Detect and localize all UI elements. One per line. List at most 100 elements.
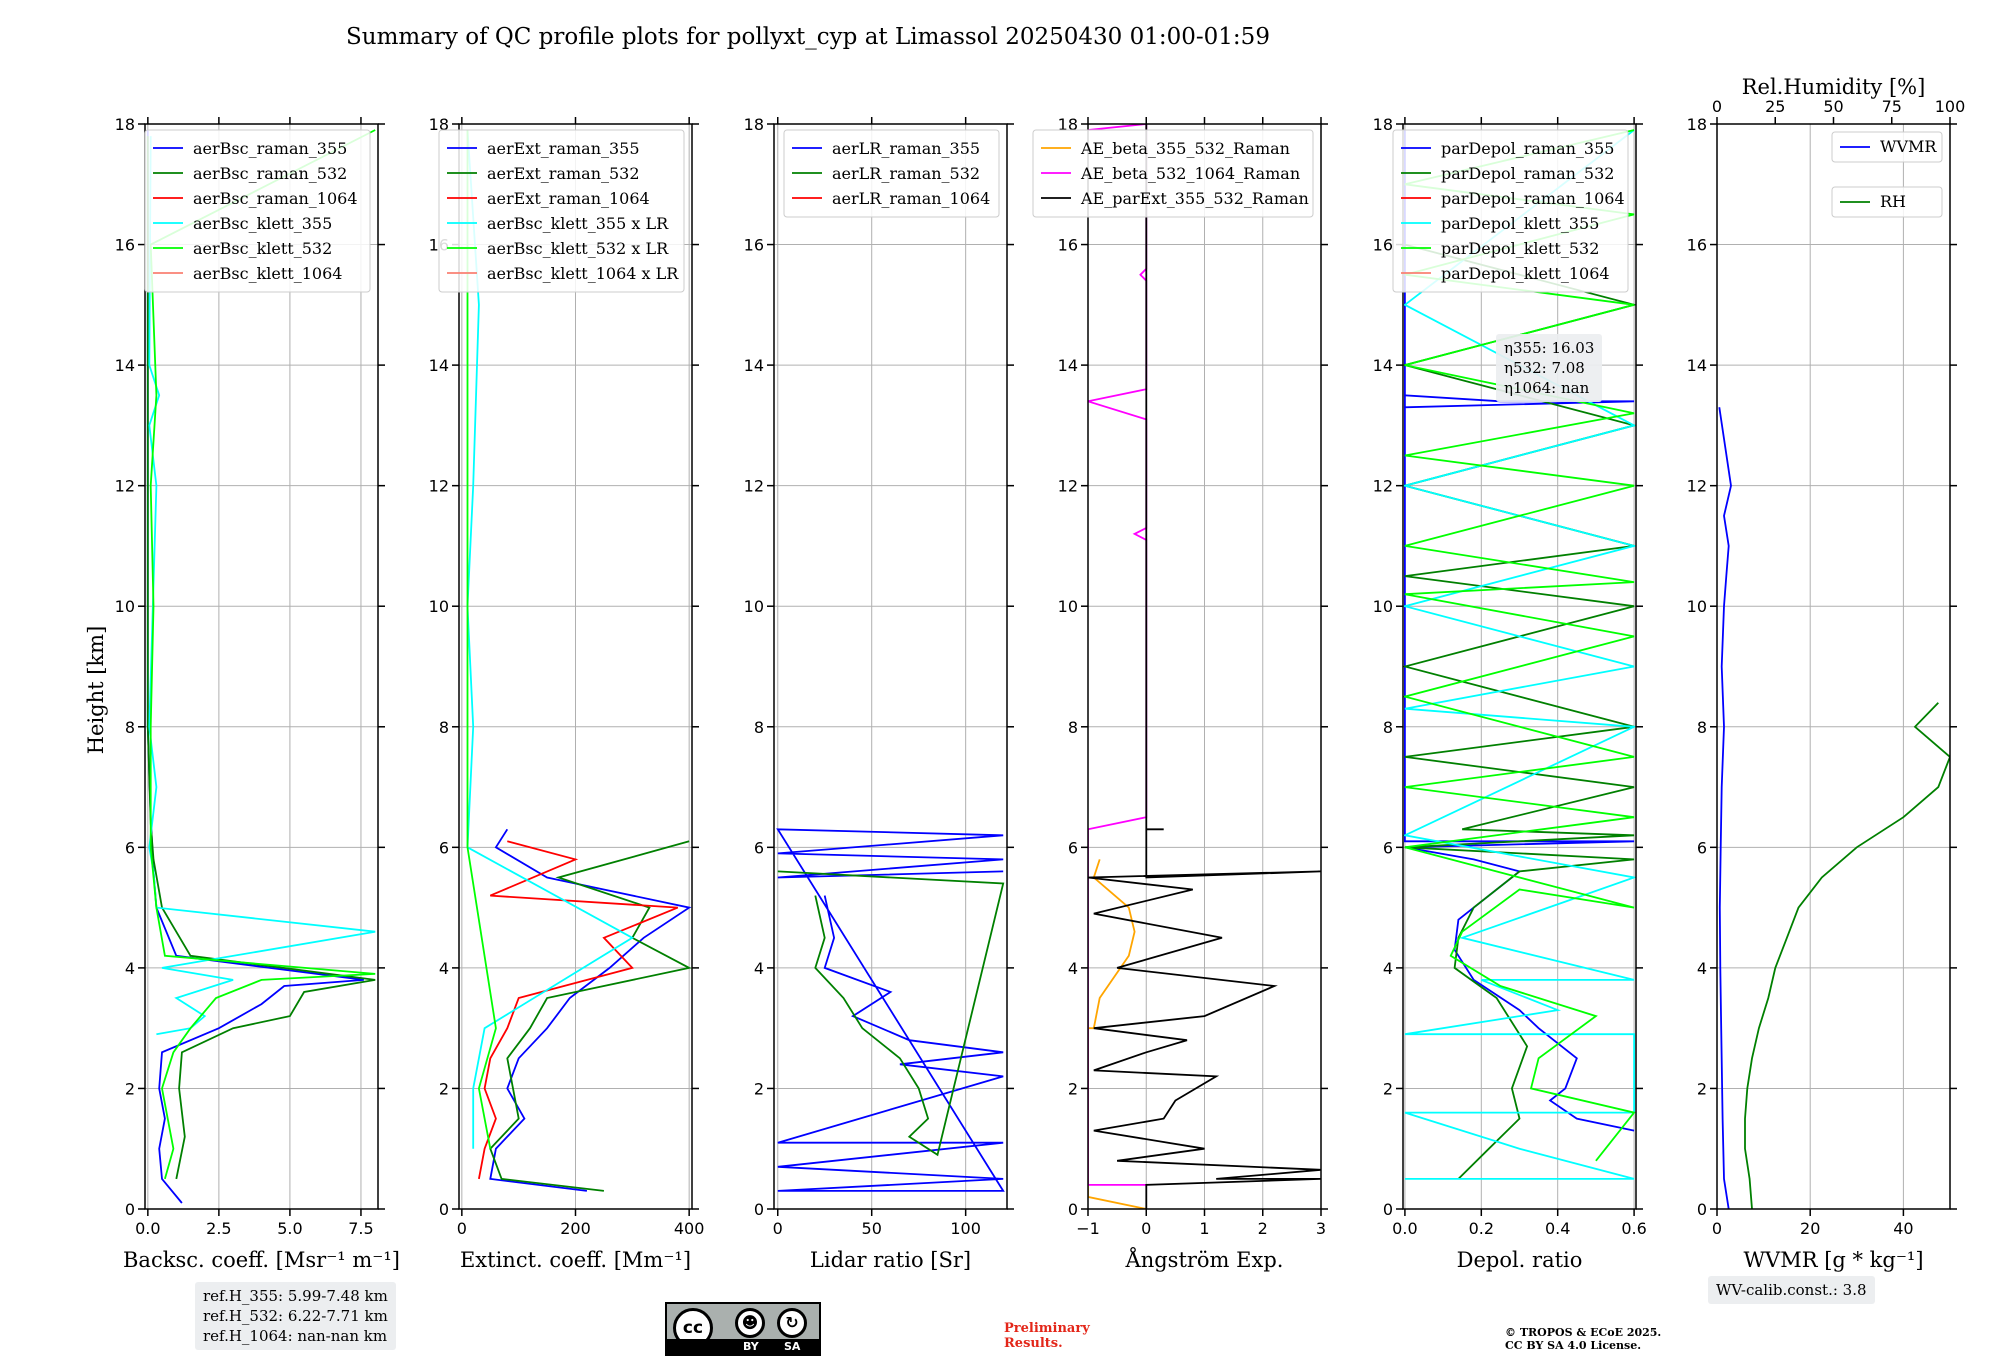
y-tick-label: 10 [1373, 597, 1393, 616]
x-tick-label: 3 [1316, 1219, 1326, 1238]
y-tick-label: 12 [429, 477, 449, 496]
top-x-axis-label: Rel.Humidity [%] [1742, 75, 1926, 99]
series-group [146, 129, 376, 1204]
y-tick-label: 10 [115, 597, 135, 616]
eta-532: η532: 7.08 [1504, 359, 1585, 377]
y-tick-label: 0 [125, 1200, 135, 1219]
legend-box [783, 129, 1000, 218]
x-tick-label: 2 [1258, 1219, 1268, 1238]
y-tick-label: 4 [439, 959, 449, 978]
y-tick-label: 18 [1058, 115, 1078, 134]
panel-3: 0 2 4 6 8 10 12 14 16 18 0 50 100 Lidar ratio [Sr] aer… [744, 115, 1014, 1272]
y-tick-label: 10 [744, 597, 764, 616]
legend-label: aerBsc_klett_1064 x LR [487, 264, 679, 283]
axes-frame [458, 123, 693, 1210]
x-tick-label: 2.5 [206, 1219, 231, 1238]
legend-box [1831, 186, 1943, 218]
y-tick-label: 8 [754, 718, 764, 737]
axes-frame [1716, 123, 1951, 1210]
x-tick-label: 5.0 [277, 1219, 302, 1238]
legend-label: WVMR [1880, 137, 1937, 156]
legend-label: AE_beta_355_532_Raman [1080, 139, 1290, 158]
y-tick-label: 6 [1697, 838, 1707, 857]
share-alike-icon: ↻ [777, 1308, 807, 1338]
axes-frame [1402, 123, 1637, 1210]
y-tick-label: 4 [125, 959, 135, 978]
cc-by-label: BY [743, 1340, 759, 1353]
legend-label: aerBsc_raman_532 [193, 164, 347, 183]
legend-box [438, 129, 685, 293]
wv-calib-text: WV-calib.const.: 3.8 [1716, 1281, 1867, 1299]
y-tick-label: 6 [754, 838, 764, 857]
x-axis-label: Depol. ratio [1457, 1248, 1583, 1272]
y-tick-label: 14 [115, 356, 135, 375]
y-tick-label: 18 [1373, 115, 1393, 134]
y-tick-label: 12 [115, 477, 135, 496]
y-tick-label: 12 [744, 477, 764, 496]
legend-label: aerBsc_klett_532 [193, 239, 332, 258]
series-line-AE_parExt_355_532_Raman [1088, 124, 1321, 1209]
legend-label: aerLR_raman_355 [832, 139, 980, 158]
series-line-aerExt_raman_1064 [478, 840, 679, 1180]
legend-label: aerExt_raman_532 [487, 164, 640, 183]
series-group [1403, 129, 1636, 1180]
series-line-aerLR_raman_532 [777, 870, 1005, 1157]
y-tick-label: 8 [439, 718, 449, 737]
eta-355: η355: 16.03 [1504, 339, 1595, 357]
y-axis-label: Height [km] [84, 626, 108, 755]
x-tick-label: 0.6 [1621, 1219, 1646, 1238]
copyright-line-2: CC BY SA 4.0 License. [1505, 1339, 1642, 1352]
axes-frame [144, 123, 379, 1210]
cc-sa-label: SA [784, 1340, 801, 1353]
x-tick-label: 0 [457, 1219, 467, 1238]
x-tick-label: 20 [1800, 1219, 1820, 1238]
legend-label: AE_beta_532_1064_Raman [1080, 164, 1300, 183]
top-x-tick-label: 0 [1712, 97, 1722, 116]
ref-height-532: ref.H_532: 6.22-7.71 km [203, 1307, 388, 1325]
reference-heights-box: ref.H_355: 5.99-7.48 km ref.H_532: 6.22-… [195, 1282, 396, 1350]
series-group [1088, 124, 1321, 1209]
y-tick-label: 6 [1383, 838, 1393, 857]
y-tick-label: 14 [1373, 356, 1393, 375]
legend-label: parDepol_klett_355 [1441, 214, 1599, 233]
y-tick-label: 14 [744, 356, 764, 375]
y-tick-label: 10 [1058, 597, 1078, 616]
x-tick-label: 0.0 [1392, 1219, 1417, 1238]
top-x-tick-label: 100 [1935, 97, 1966, 116]
x-tick-label: −1 [1076, 1219, 1100, 1238]
legend-label: aerExt_raman_355 [487, 139, 640, 158]
y-tick-label: 18 [115, 115, 135, 134]
legend-label: aerExt_raman_1064 [487, 189, 650, 208]
x-axis-label: Lidar ratio [Sr] [810, 1248, 971, 1272]
y-tick-label: 0 [754, 1200, 764, 1219]
attribution-icon: ☻ [735, 1308, 765, 1338]
y-tick-label: 16 [744, 236, 764, 255]
legend-label: parDepol_raman_1064 [1441, 189, 1625, 208]
y-tick-label: 4 [1068, 959, 1078, 978]
ref-height-1064: ref.H_1064: nan-nan km [203, 1327, 388, 1345]
y-tick-label: 2 [125, 1079, 135, 1098]
y-tick-label: 12 [1058, 477, 1078, 496]
panel-1: 0 2 4 6 8 10 12 14 16 18 0.0 2.5 5.0 7.5 Backsc. coeff… [115, 115, 400, 1272]
legend-box [144, 129, 371, 293]
top-x-tick-label: 50 [1823, 97, 1843, 116]
x-tick-label: 7.5 [348, 1219, 373, 1238]
y-tick-label: 10 [1687, 597, 1707, 616]
y-tick-label: 0 [1383, 1200, 1393, 1219]
x-tick-label: 400 [674, 1219, 705, 1238]
panel-6: 0 2 4 6 8 10 12 14 16 18 0 20 40 0 25 50 75 100 Rel.Humidi… [1687, 75, 1966, 1272]
y-tick-label: 12 [1373, 477, 1393, 496]
y-tick-label: 16 [1373, 236, 1393, 255]
x-tick-label: 0.2 [1469, 1219, 1494, 1238]
axes-frame [773, 123, 1008, 1210]
legend-box [1392, 129, 1629, 293]
top-x-tick-label: 75 [1882, 97, 1902, 116]
preliminary-line-1: Preliminary [1004, 1321, 1090, 1336]
series-line-aerBsc_raman_532 [146, 136, 376, 1180]
y-tick-label: 18 [1687, 115, 1707, 134]
y-tick-label: 14 [1687, 356, 1707, 375]
preliminary-results-note: Preliminary Results. [1004, 1321, 1090, 1351]
ref-height-355: ref.H_355: 5.99-7.48 km [203, 1287, 388, 1305]
